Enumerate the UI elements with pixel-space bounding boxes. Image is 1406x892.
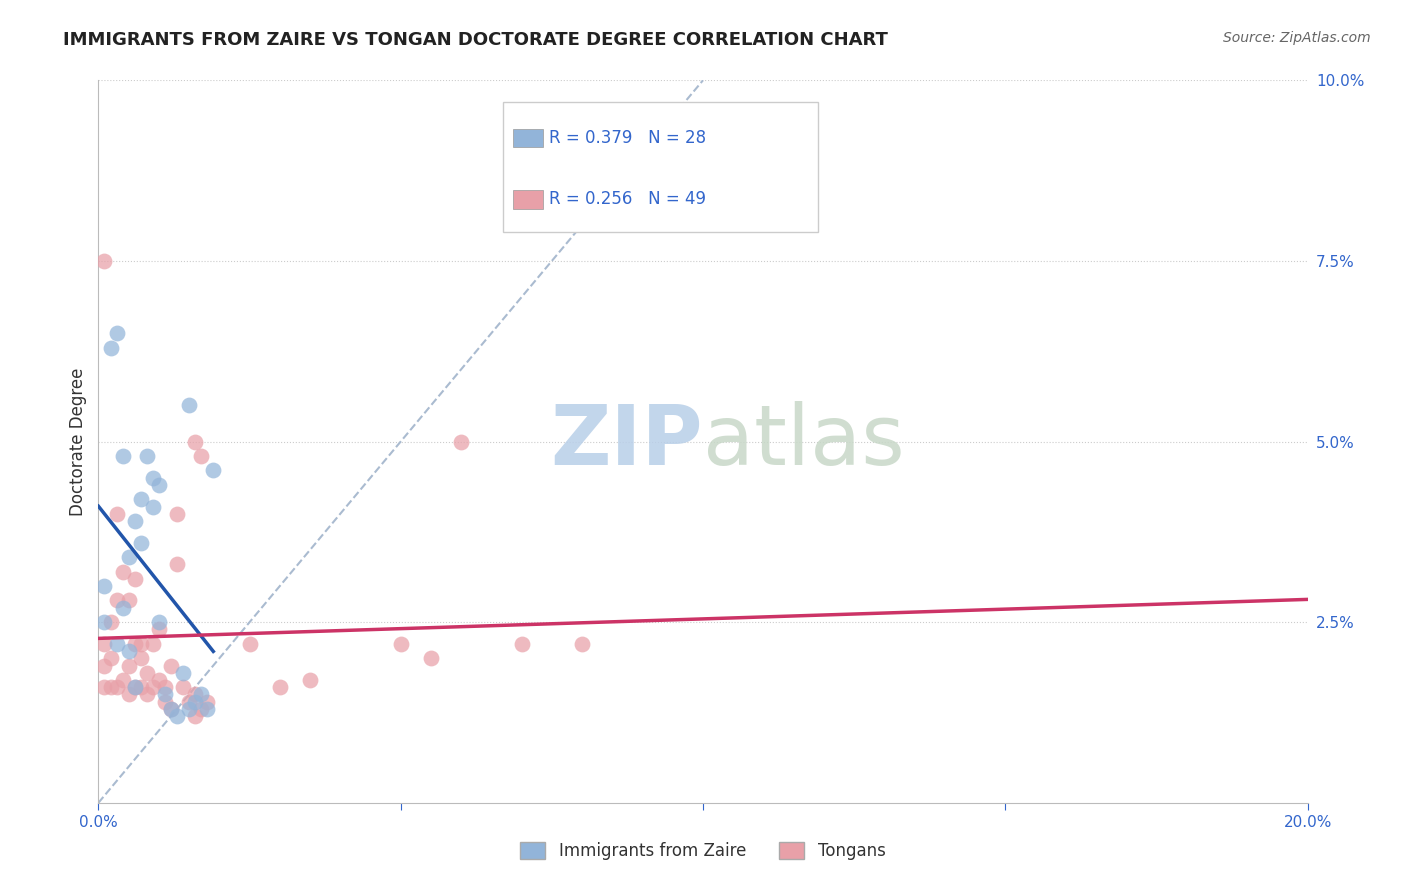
Point (111, 673, 134, 687)
Point (148, 478, 170, 492)
Text: IMMIGRANTS FROM ZAIRE VS TONGAN DOCTORATE DEGREE CORRELATION CHART: IMMIGRANTS FROM ZAIRE VS TONGAN DOCTORAT… (63, 31, 889, 49)
Point (184, 434, 207, 449)
Point (172, 680, 194, 694)
Point (179, 695, 201, 709)
Point (100, 680, 122, 694)
Point (93, 579, 115, 593)
Bar (513, 191, 543, 209)
Point (184, 709, 207, 723)
Point (93, 680, 115, 694)
Text: R = 0.379   N = 28: R = 0.379 N = 28 (550, 129, 707, 147)
Text: R = 0.256   N = 49: R = 0.256 N = 49 (550, 191, 706, 209)
Point (129, 651, 152, 665)
Bar (513, 129, 543, 147)
Point (299, 673, 322, 687)
Point (148, 623, 170, 637)
Point (450, 434, 472, 449)
Point (93, 615, 115, 630)
Point (124, 680, 146, 694)
Point (195, 695, 218, 709)
Point (100, 341, 122, 355)
Text: ZIP: ZIP (551, 401, 703, 482)
Point (179, 702, 201, 716)
Point (190, 449, 212, 463)
Point (510, 637, 533, 651)
Point (135, 687, 157, 701)
Point (124, 680, 146, 694)
Point (389, 637, 412, 651)
Text: Source: ZipAtlas.com: Source: ZipAtlas.com (1223, 31, 1371, 45)
Point (93, 658, 115, 673)
Point (190, 687, 212, 701)
Point (239, 637, 262, 651)
Point (142, 637, 165, 651)
Text: atlas: atlas (703, 401, 904, 482)
Point (124, 572, 146, 586)
Point (124, 514, 146, 528)
Point (135, 449, 157, 463)
Point (148, 673, 170, 687)
Point (105, 593, 128, 607)
Point (166, 709, 188, 723)
Point (571, 637, 593, 651)
FancyBboxPatch shape (503, 102, 818, 232)
Point (118, 550, 141, 565)
Point (111, 600, 134, 615)
Point (111, 565, 134, 579)
Point (172, 665, 194, 680)
Point (195, 702, 218, 716)
Point (105, 507, 128, 521)
Point (184, 687, 207, 701)
Point (202, 463, 225, 477)
Point (105, 637, 128, 651)
Point (142, 500, 165, 514)
Point (153, 680, 176, 694)
Point (118, 687, 141, 701)
Point (93, 637, 115, 651)
Point (166, 558, 188, 572)
Legend: Immigrants from Zaire, Tongans: Immigrants from Zaire, Tongans (513, 835, 893, 867)
Point (160, 658, 183, 673)
Point (111, 449, 134, 463)
Point (129, 492, 152, 507)
Point (129, 680, 152, 694)
Point (153, 695, 176, 709)
Point (100, 651, 122, 665)
Point (93, 254, 115, 268)
Point (179, 398, 201, 412)
Point (142, 471, 165, 485)
Point (129, 637, 152, 651)
Y-axis label: Doctorate Degree: Doctorate Degree (69, 368, 87, 516)
Point (129, 535, 152, 549)
Point (118, 644, 141, 658)
Point (135, 665, 157, 680)
Point (105, 326, 128, 340)
Point (148, 615, 170, 630)
Point (184, 695, 207, 709)
Point (269, 680, 291, 694)
Point (118, 658, 141, 673)
Point (105, 680, 128, 694)
Point (100, 615, 122, 630)
Point (160, 702, 183, 716)
Point (118, 593, 141, 607)
Point (124, 637, 146, 651)
Point (142, 680, 165, 694)
Point (420, 651, 443, 665)
Point (160, 702, 183, 716)
Point (166, 507, 188, 521)
Point (153, 687, 176, 701)
Point (190, 702, 212, 716)
